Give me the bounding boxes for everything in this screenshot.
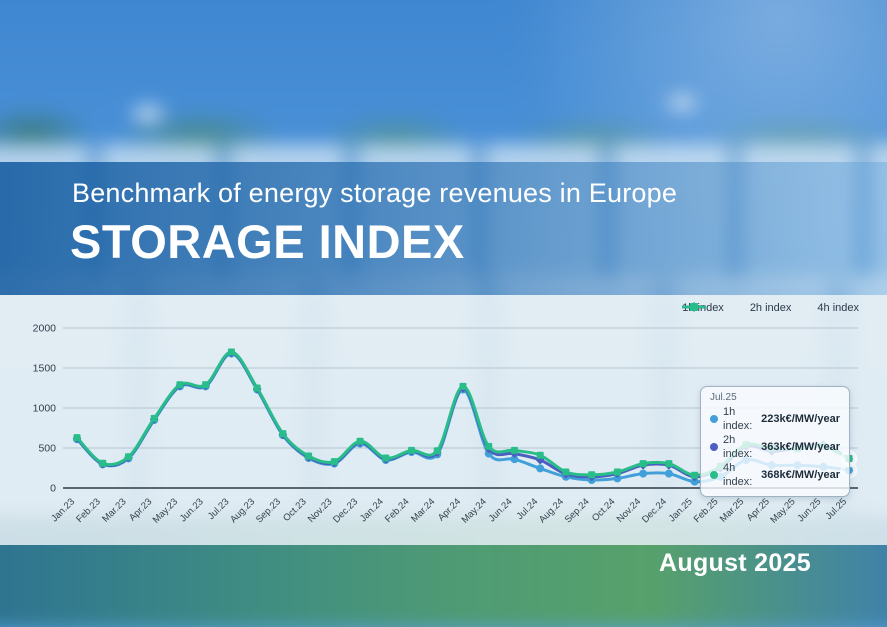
x-tick-label: May.23 <box>151 496 180 525</box>
data-point-1h-index[interactable] <box>690 477 699 486</box>
issue-date: August 2025 <box>659 549 811 577</box>
tooltip-dot-2h <box>710 443 718 451</box>
data-point-1h-index[interactable] <box>510 455 519 464</box>
legend-item-2h-index[interactable]: 2h index <box>682 302 792 314</box>
data-point-4h-index[interactable] <box>356 437 364 445</box>
y-tick-label: 500 <box>38 443 56 455</box>
data-point-4h-index[interactable] <box>510 446 518 454</box>
x-tick-label: Mar.24 <box>409 496 437 524</box>
x-tick-label: Mar.23 <box>100 496 128 524</box>
data-point-4h-index[interactable] <box>176 381 184 389</box>
x-tick-label: Jun.24 <box>487 496 515 524</box>
tooltip-value-4h: 368k€/MW/year <box>761 469 840 481</box>
legend-label: 4h index <box>817 302 859 314</box>
x-tick-label: Jan.25 <box>667 496 695 524</box>
x-tick-label: Jan.23 <box>49 496 77 524</box>
chart-area: 0 500 1000 1500 2000 Jan.23 Feb.23 Mar.23 Apr.23… <box>0 295 887 545</box>
data-point-4h-index[interactable] <box>433 447 441 455</box>
data-point-4h-index[interactable] <box>253 384 261 392</box>
legend-item-4h-index[interactable]: 4h index <box>682 302 859 314</box>
data-point-1h-index[interactable] <box>536 464 545 473</box>
x-tick-label: Feb.24 <box>383 496 412 525</box>
data-point-4h-index[interactable] <box>485 442 493 450</box>
y-tick-label: 0 <box>50 483 56 495</box>
data-point-1h-index[interactable] <box>664 469 673 478</box>
x-tick-label: May.25 <box>768 496 797 525</box>
tooltip-value-1h: 223k€/MW/year <box>761 413 840 425</box>
tooltip-date: Jul.25 <box>710 392 737 403</box>
data-point-4h-index[interactable] <box>382 454 390 462</box>
tooltip-row-2h: 2h index: 363k€/MW/year <box>710 433 840 461</box>
x-tick-label: Apr.25 <box>745 496 772 523</box>
x-tick-label: Jun.25 <box>795 496 823 524</box>
data-point-4h-index[interactable] <box>150 414 158 422</box>
data-point-4h-index[interactable] <box>202 381 210 389</box>
data-point-4h-index[interactable] <box>408 446 416 454</box>
x-tick-label: Jan.24 <box>358 496 386 524</box>
poster-subtitle: Benchmark of energy storage revenues in … <box>72 178 678 208</box>
light-flare-left <box>126 101 170 127</box>
x-tick-label: Nov.23 <box>306 496 335 525</box>
x-tick-label: Oct.23 <box>281 496 309 524</box>
x-tick-label: Aug.23 <box>228 496 257 525</box>
x-tick-label: Apr.23 <box>127 496 154 523</box>
tooltip-value-2h: 363k€/MW/year <box>761 441 840 453</box>
data-point-4h-index[interactable] <box>227 348 235 356</box>
data-point-4h-index[interactable] <box>459 382 467 390</box>
legend-label: 2h index <box>749 302 792 314</box>
x-tick-label: Oct.24 <box>590 496 618 524</box>
data-point-4h-index[interactable] <box>665 460 673 468</box>
tooltip-label-2h: 2h index: <box>723 434 753 460</box>
x-tick-label: Dec.23 <box>331 496 360 525</box>
y-tick-label: 1000 <box>33 403 57 415</box>
tooltip-row-4h: 4h index: 368k€/MW/year <box>710 461 840 489</box>
tooltip-dot-4h <box>710 471 718 479</box>
data-point-4h-index[interactable] <box>691 471 699 479</box>
data-point-1h-index[interactable] <box>613 474 622 483</box>
x-tick-label: Sep.23 <box>254 496 283 525</box>
data-point-4h-index[interactable] <box>536 451 544 459</box>
tooltip-dot-1h <box>710 415 718 423</box>
page-title: STORAGE INDEX <box>70 215 465 268</box>
data-point-4h-index[interactable] <box>613 468 621 476</box>
data-point-4h-index[interactable] <box>279 430 287 438</box>
data-point-4h-index[interactable] <box>639 460 647 468</box>
x-tick-label: Jul.25 <box>823 496 849 522</box>
data-point-4h-index[interactable] <box>124 453 132 461</box>
data-point-4h-index[interactable] <box>305 452 313 460</box>
x-tick-label: Feb.23 <box>74 496 103 525</box>
y-tick-label: 2000 <box>33 323 57 335</box>
tooltip-label-4h: 4h index: <box>723 462 753 488</box>
x-tick-label: Dec.24 <box>640 496 669 525</box>
data-point-4h-index[interactable] <box>330 458 338 466</box>
chart-tooltip: Jul.25 1h index: 223k€/MW/year 2h index:… <box>700 386 850 497</box>
x-tick-label: Jun.23 <box>178 496 206 524</box>
x-tick-label: Apr.24 <box>436 496 463 523</box>
y-tick-label: 1500 <box>33 363 57 375</box>
data-point-4h-index[interactable] <box>99 459 107 467</box>
x-tick-label: Aug.24 <box>537 496 566 525</box>
x-tick-label: Sep.24 <box>563 496 592 525</box>
data-point-4h-index[interactable] <box>73 434 81 442</box>
x-tick-label: Mar.25 <box>718 496 746 524</box>
title-band: Benchmark of energy storage revenues in … <box>0 162 887 295</box>
light-flare-right <box>662 92 702 114</box>
tooltip-label-1h: 1h index: <box>723 406 753 432</box>
data-point-1h-index[interactable] <box>639 469 648 478</box>
data-point-4h-index[interactable] <box>588 471 596 479</box>
x-tick-label: May.24 <box>460 496 489 525</box>
x-tick-label: Nov.24 <box>615 496 644 525</box>
x-tick-label: Feb.25 <box>692 496 721 525</box>
square-marker-icon <box>682 303 707 311</box>
data-point-4h-index[interactable] <box>562 468 570 476</box>
tooltip-row-1h: 1h index: 223k€/MW/year <box>710 405 840 433</box>
